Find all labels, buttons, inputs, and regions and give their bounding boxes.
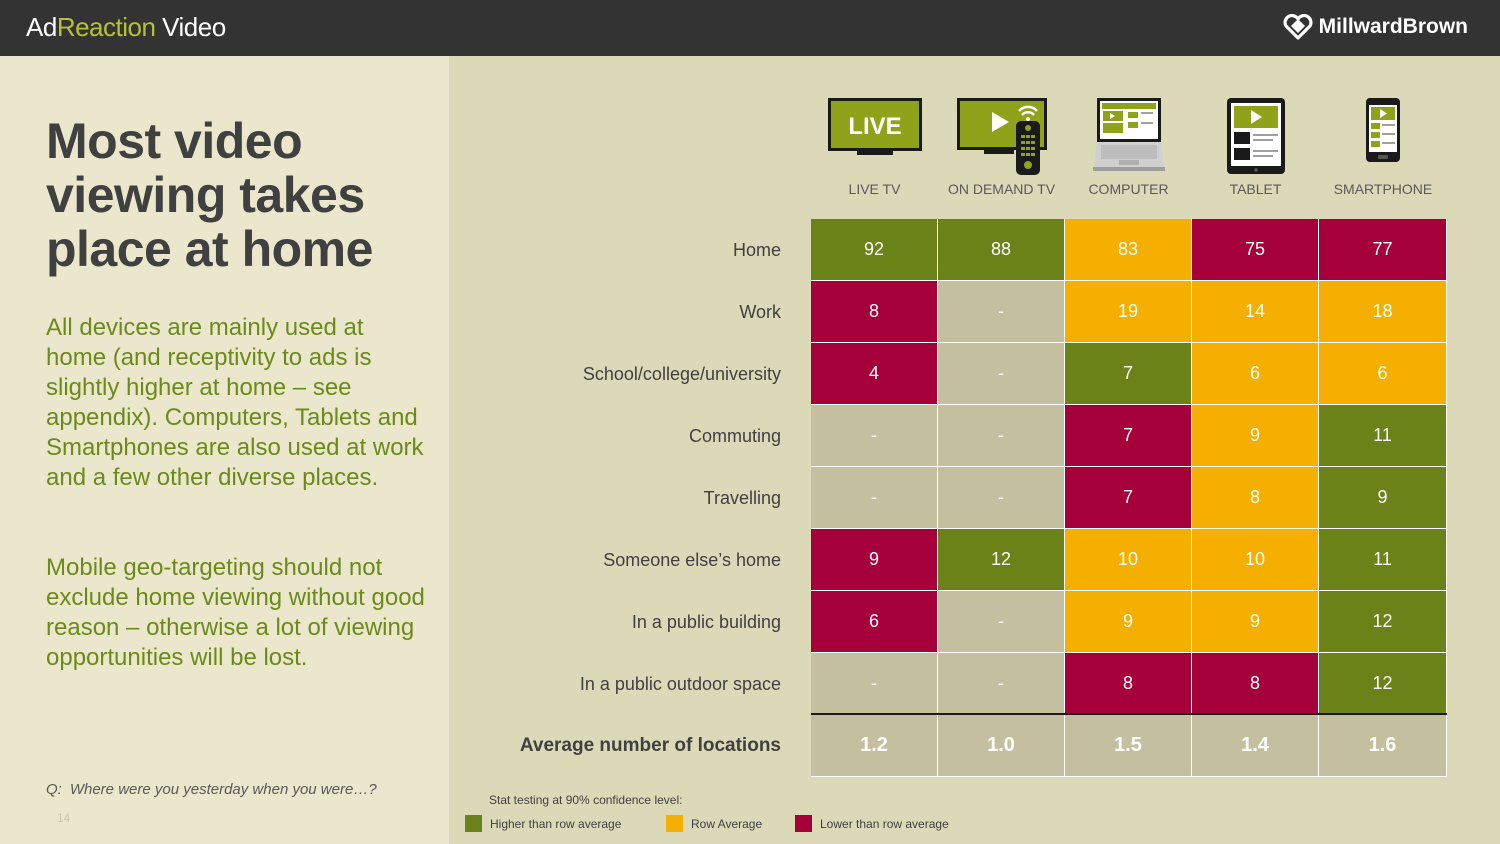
device-label-live-tv: LIVE TV bbox=[848, 181, 901, 197]
legend-swatch-average bbox=[666, 815, 683, 832]
row-label-travelling: Travelling bbox=[703, 487, 781, 508]
legend-label-lower: Lower than row average bbox=[820, 816, 949, 831]
average-cell: 1.4 bbox=[1192, 715, 1319, 777]
table-cell: 12 bbox=[1319, 653, 1447, 715]
table-cell: 9 bbox=[1192, 405, 1319, 467]
live-tv-icon-text: LIVE bbox=[848, 113, 901, 140]
legend-label-higher: Higher than row average bbox=[490, 816, 622, 831]
table-cell: 6 bbox=[1319, 343, 1447, 405]
legend-item-average: Row Average bbox=[666, 815, 762, 832]
smartphone-icon bbox=[1366, 98, 1400, 162]
table-cell: 77 bbox=[1319, 219, 1447, 281]
average-cell: 1.5 bbox=[1065, 715, 1192, 777]
table-cell: 4 bbox=[811, 343, 938, 405]
table-cell: 8 bbox=[811, 281, 938, 343]
table-cell: - bbox=[811, 467, 938, 529]
row-label-commuting: Commuting bbox=[688, 425, 781, 446]
table-cell: 11 bbox=[1319, 405, 1447, 467]
table-cell: 19 bbox=[1065, 281, 1192, 343]
table-cell: 9 bbox=[1319, 467, 1447, 529]
tablet-icon bbox=[1227, 98, 1285, 174]
device-label-tablet: TABLET bbox=[1229, 181, 1282, 197]
table-cell: 92 bbox=[811, 219, 938, 281]
legend-item-higher: Higher than row average bbox=[465, 815, 621, 832]
device-label-on-demand-tv: ON DEMAND TV bbox=[947, 181, 1056, 197]
table-cell: 11 bbox=[1319, 529, 1447, 591]
table-cell: 6 bbox=[811, 591, 938, 653]
table-cell: 9 bbox=[1192, 591, 1319, 653]
table-cell: - bbox=[938, 467, 1065, 529]
millward-brown-logo: MillwardBrown bbox=[1283, 14, 1468, 40]
table-cell: 88 bbox=[938, 219, 1065, 281]
average-cell: 1.2 bbox=[811, 715, 938, 777]
table-cell: - bbox=[811, 653, 938, 715]
page-number: 14 bbox=[57, 811, 71, 825]
legend-title: Stat testing at 90% confidence level: bbox=[489, 793, 683, 807]
row-label-public-building: In a public building bbox=[631, 611, 781, 632]
legend-swatch-lower bbox=[795, 815, 812, 832]
average-divider bbox=[811, 713, 1447, 715]
table-cell: - bbox=[938, 653, 1065, 715]
table-cell: 8 bbox=[1192, 467, 1319, 529]
table-cell: 12 bbox=[1319, 591, 1447, 653]
row-label-someone-elses-home: Someone else’s home bbox=[603, 549, 781, 570]
table-cell: 83 bbox=[1065, 219, 1192, 281]
survey-question: Q: Where were you yesterday when you were… bbox=[46, 781, 377, 798]
table-cell: 18 bbox=[1319, 281, 1447, 343]
legend-swatch-higher bbox=[465, 815, 482, 832]
table-cell: 12 bbox=[938, 529, 1065, 591]
table-cell: 6 bbox=[1192, 343, 1319, 405]
table-cell: 7 bbox=[1065, 467, 1192, 529]
page-title: Most video viewing takes place at home bbox=[46, 113, 373, 277]
table-cell: 7 bbox=[1065, 405, 1192, 467]
brand-ad: Ad bbox=[26, 12, 57, 42]
legend-item-lower: Lower than row average bbox=[795, 815, 949, 832]
table-cell: 9 bbox=[1065, 591, 1192, 653]
table-cell: - bbox=[938, 591, 1065, 653]
table-cell: 8 bbox=[1065, 653, 1192, 715]
logo-text: MillwardBrown bbox=[1318, 15, 1468, 38]
table-cell: 10 bbox=[1192, 529, 1319, 591]
legend-label-average: Row Average bbox=[691, 816, 763, 831]
heart-logo-icon bbox=[1283, 14, 1313, 40]
header-bar: AdReaction Video MillwardBrown bbox=[0, 0, 1500, 56]
device-label-smartphone: SMARTPHONE bbox=[1333, 181, 1433, 197]
row-label-average: Average number of locations bbox=[519, 735, 781, 756]
row-label-work: Work bbox=[739, 301, 781, 322]
table-cell: - bbox=[938, 281, 1065, 343]
live-tv-icon: LIVE bbox=[828, 98, 922, 155]
table-cell: 7 bbox=[1065, 343, 1192, 405]
left-panel: Most video viewing takes place at home A… bbox=[0, 56, 449, 844]
body-paragraph-2: Mobile geo-targeting should not exclude … bbox=[46, 554, 425, 671]
body-paragraph-1: All devices are mainly used at home (and… bbox=[46, 314, 424, 491]
row-label-school: School/college/university bbox=[582, 363, 781, 384]
table-cell: 8 bbox=[1192, 653, 1319, 715]
average-cell: 1.6 bbox=[1319, 715, 1447, 777]
table-cell: - bbox=[938, 405, 1065, 467]
laptop-icon bbox=[1093, 98, 1165, 171]
device-label-computer: COMPUTER bbox=[1088, 181, 1169, 197]
question-prefix: Q: bbox=[46, 781, 62, 798]
row-label-public-outdoor: In a public outdoor space bbox=[579, 673, 781, 694]
row-label-home: Home bbox=[732, 239, 781, 260]
table-cell: 75 bbox=[1192, 219, 1319, 281]
table-cell: 14 bbox=[1192, 281, 1319, 343]
table-cell: 10 bbox=[1065, 529, 1192, 591]
question-text: Where were you yesterday when you were…? bbox=[69, 781, 377, 798]
average-cell: 1.0 bbox=[938, 715, 1065, 777]
brand-video: Video bbox=[155, 12, 226, 42]
table-cell: 9 bbox=[811, 529, 938, 591]
on-demand-tv-icon bbox=[957, 98, 1047, 175]
table-cell: - bbox=[811, 405, 938, 467]
brand-reaction: Reaction bbox=[56, 12, 156, 42]
brand-title: AdReaction Video bbox=[26, 12, 226, 43]
table-cell: - bbox=[938, 343, 1065, 405]
